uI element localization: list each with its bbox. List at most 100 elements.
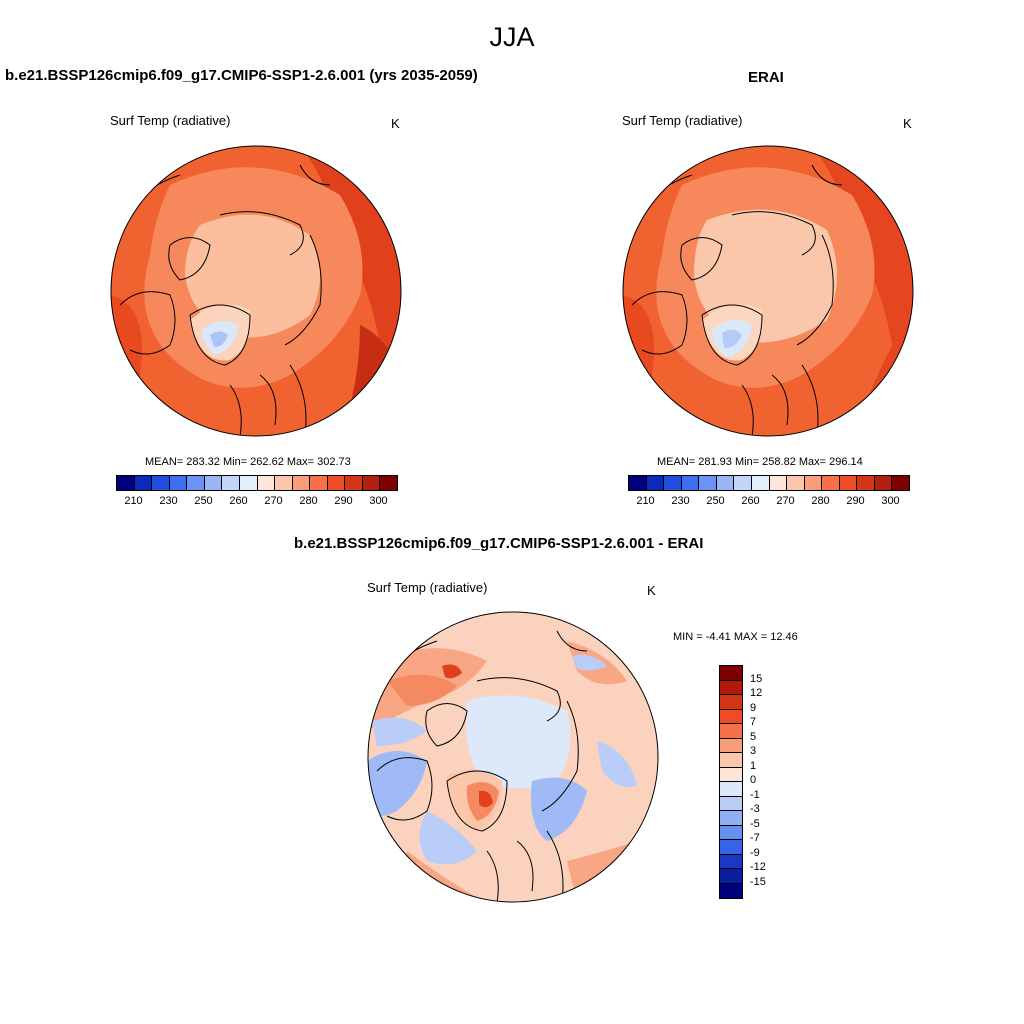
colorbar-cell bbox=[720, 738, 742, 753]
colorbar-cell bbox=[292, 476, 311, 490]
colorbar-cell bbox=[874, 476, 893, 490]
colorbar-cell bbox=[720, 666, 742, 681]
colorbar-tick-label: -15 bbox=[750, 875, 766, 888]
colorbar-tick-label: -12 bbox=[750, 861, 766, 873]
units-label-obs: K bbox=[903, 116, 912, 131]
colorbar-tick-label: -5 bbox=[750, 817, 760, 830]
colorbar-tick-label: -7 bbox=[750, 832, 760, 844]
colorbar-tick-label: -1 bbox=[750, 788, 760, 801]
colorbar-tick-label: 7 bbox=[750, 716, 757, 728]
stats-model: MEAN= 283.32 Min= 262.62 Max= 302.73 bbox=[145, 456, 351, 468]
colorbar-tick-label: 230 bbox=[671, 495, 690, 507]
colorbar-cell bbox=[327, 476, 346, 490]
colorbar-cell bbox=[681, 476, 700, 490]
colorbar-cell bbox=[646, 476, 665, 490]
colorbar-cell bbox=[720, 767, 742, 782]
colorbar-tick-label: 12 bbox=[750, 687, 763, 699]
stats-obs: MEAN= 281.93 Min= 258.82 Max= 296.14 bbox=[657, 456, 863, 468]
colorbar-cell bbox=[720, 709, 742, 724]
colorbar-cell bbox=[117, 476, 135, 490]
panel-title-diff: b.e21.BSSP126cmip6.f09_g17.CMIP6-SSP1-2.… bbox=[294, 535, 704, 552]
colorbar-tick-label: 280 bbox=[299, 495, 318, 507]
colorbar-tick-label: 3 bbox=[750, 745, 757, 757]
colorbar-cell bbox=[716, 476, 735, 490]
colorbar-cell bbox=[310, 476, 328, 490]
colorbar-cell bbox=[629, 476, 647, 490]
colorbar-cell bbox=[822, 476, 840, 490]
colorbar-cell bbox=[699, 476, 717, 490]
colorbar-cell bbox=[187, 476, 205, 490]
colorbar-cell bbox=[734, 476, 752, 490]
colorbar-ticks-obs: 210 230 250 260 270 280 290 300 bbox=[628, 495, 910, 509]
colorbar-tick-label: 270 bbox=[776, 495, 795, 507]
colorbar-tick-label: 230 bbox=[159, 495, 178, 507]
colorbar-cell bbox=[720, 883, 742, 898]
colorbar-model bbox=[116, 475, 398, 491]
colorbar-tick-label: 300 bbox=[369, 495, 388, 507]
colorbar-tick-label: 290 bbox=[846, 495, 865, 507]
colorbar-cell bbox=[169, 476, 188, 490]
colorbar-tick-label: 210 bbox=[636, 495, 655, 507]
colorbar-tick-label: 15 bbox=[750, 672, 763, 685]
colorbar-diff bbox=[719, 665, 743, 899]
colorbar-tick-label: 0 bbox=[750, 774, 757, 786]
panel-title-model: b.e21.BSSP126cmip6.f09_g17.CMIP6-SSP1-2.… bbox=[5, 67, 478, 84]
polar-map-model bbox=[110, 145, 402, 437]
colorbar-cell bbox=[769, 476, 788, 490]
variable-label-model: Surf Temp (radiative) bbox=[110, 113, 231, 128]
colorbar-cell bbox=[257, 476, 276, 490]
colorbar-tick-label: 250 bbox=[194, 495, 213, 507]
colorbar-cell bbox=[720, 680, 742, 695]
colorbar-cell bbox=[275, 476, 293, 490]
colorbar-tick-label: 5 bbox=[750, 730, 757, 743]
season-title: JJA bbox=[489, 22, 535, 52]
colorbar-tick-label: 210 bbox=[124, 495, 143, 507]
units-label-model: K bbox=[391, 116, 400, 131]
colorbar-cell bbox=[720, 811, 742, 826]
colorbar-tick-label: 290 bbox=[334, 495, 353, 507]
colorbar-cell bbox=[239, 476, 258, 490]
colorbar-tick-label: 250 bbox=[706, 495, 725, 507]
colorbar-cell bbox=[664, 476, 682, 490]
variable-label-diff: Surf Temp (radiative) bbox=[367, 580, 488, 595]
colorbar-tick-label: 300 bbox=[881, 495, 900, 507]
colorbar-cell bbox=[134, 476, 153, 490]
colorbar-cell bbox=[345, 476, 363, 490]
variable-label-obs: Surf Temp (radiative) bbox=[622, 113, 743, 128]
colorbar-cell bbox=[720, 782, 742, 797]
colorbar-cell bbox=[787, 476, 805, 490]
panel-title-obs: ERAI bbox=[748, 69, 784, 86]
polar-map-obs bbox=[622, 145, 914, 437]
colorbar-cell bbox=[720, 796, 742, 811]
colorbar-tick-label: 270 bbox=[264, 495, 283, 507]
colorbar-cell bbox=[892, 476, 909, 490]
colorbar-cell bbox=[380, 476, 397, 490]
colorbar-cell bbox=[804, 476, 823, 490]
colorbar-cell bbox=[720, 724, 742, 739]
colorbar-cell bbox=[839, 476, 858, 490]
colorbar-cell bbox=[720, 869, 742, 884]
colorbar-ticks-model: 210 230 250 260 270 280 290 300 bbox=[116, 495, 398, 509]
colorbar-tick-label: 280 bbox=[811, 495, 830, 507]
colorbar-cell bbox=[152, 476, 170, 490]
colorbar-tick-label: -3 bbox=[750, 803, 760, 815]
colorbar-cell bbox=[720, 840, 742, 855]
colorbar-cell bbox=[751, 476, 770, 490]
colorbar-tick-label: 260 bbox=[229, 495, 248, 507]
colorbar-cell bbox=[720, 825, 742, 840]
colorbar-obs bbox=[628, 475, 910, 491]
colorbar-tick-label: -9 bbox=[750, 846, 760, 859]
colorbar-cell bbox=[720, 753, 742, 768]
stats-diff: MIN = -4.41 MAX = 12.46 bbox=[673, 631, 798, 643]
colorbar-cell bbox=[720, 695, 742, 710]
colorbar-tick-label: 9 bbox=[750, 701, 757, 714]
units-label-diff: K bbox=[647, 583, 656, 598]
colorbar-cell bbox=[204, 476, 223, 490]
colorbar-cell bbox=[720, 854, 742, 869]
colorbar-cell bbox=[362, 476, 381, 490]
polar-map-diff bbox=[367, 611, 659, 903]
colorbar-cell bbox=[857, 476, 875, 490]
colorbar-ticks-diff: 15 12 9 7 5 3 1 0 -1 -3 -5 -7 -9 -12 -15 bbox=[750, 665, 790, 900]
colorbar-cell bbox=[222, 476, 240, 490]
colorbar-tick-label: 260 bbox=[741, 495, 760, 507]
